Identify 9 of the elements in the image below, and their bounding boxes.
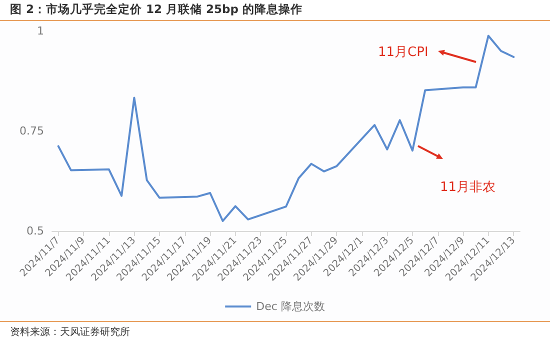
chart-title: 图 2：市场几乎完全定价 12 月联储 25bp 的降息操作: [0, 0, 550, 21]
text: 资料来源：天风证券研究所: [10, 327, 130, 338]
y-tick-label: 0.75: [20, 124, 44, 138]
y-tick-label: 0.5: [26, 224, 44, 238]
annotation: 11月CPI: [378, 44, 428, 61]
y-tick-label: 1: [37, 24, 44, 38]
line-series: [57, 34, 515, 222]
legend-label: Dec 降息次数: [256, 300, 325, 313]
annotation: 11月非农: [440, 179, 496, 196]
